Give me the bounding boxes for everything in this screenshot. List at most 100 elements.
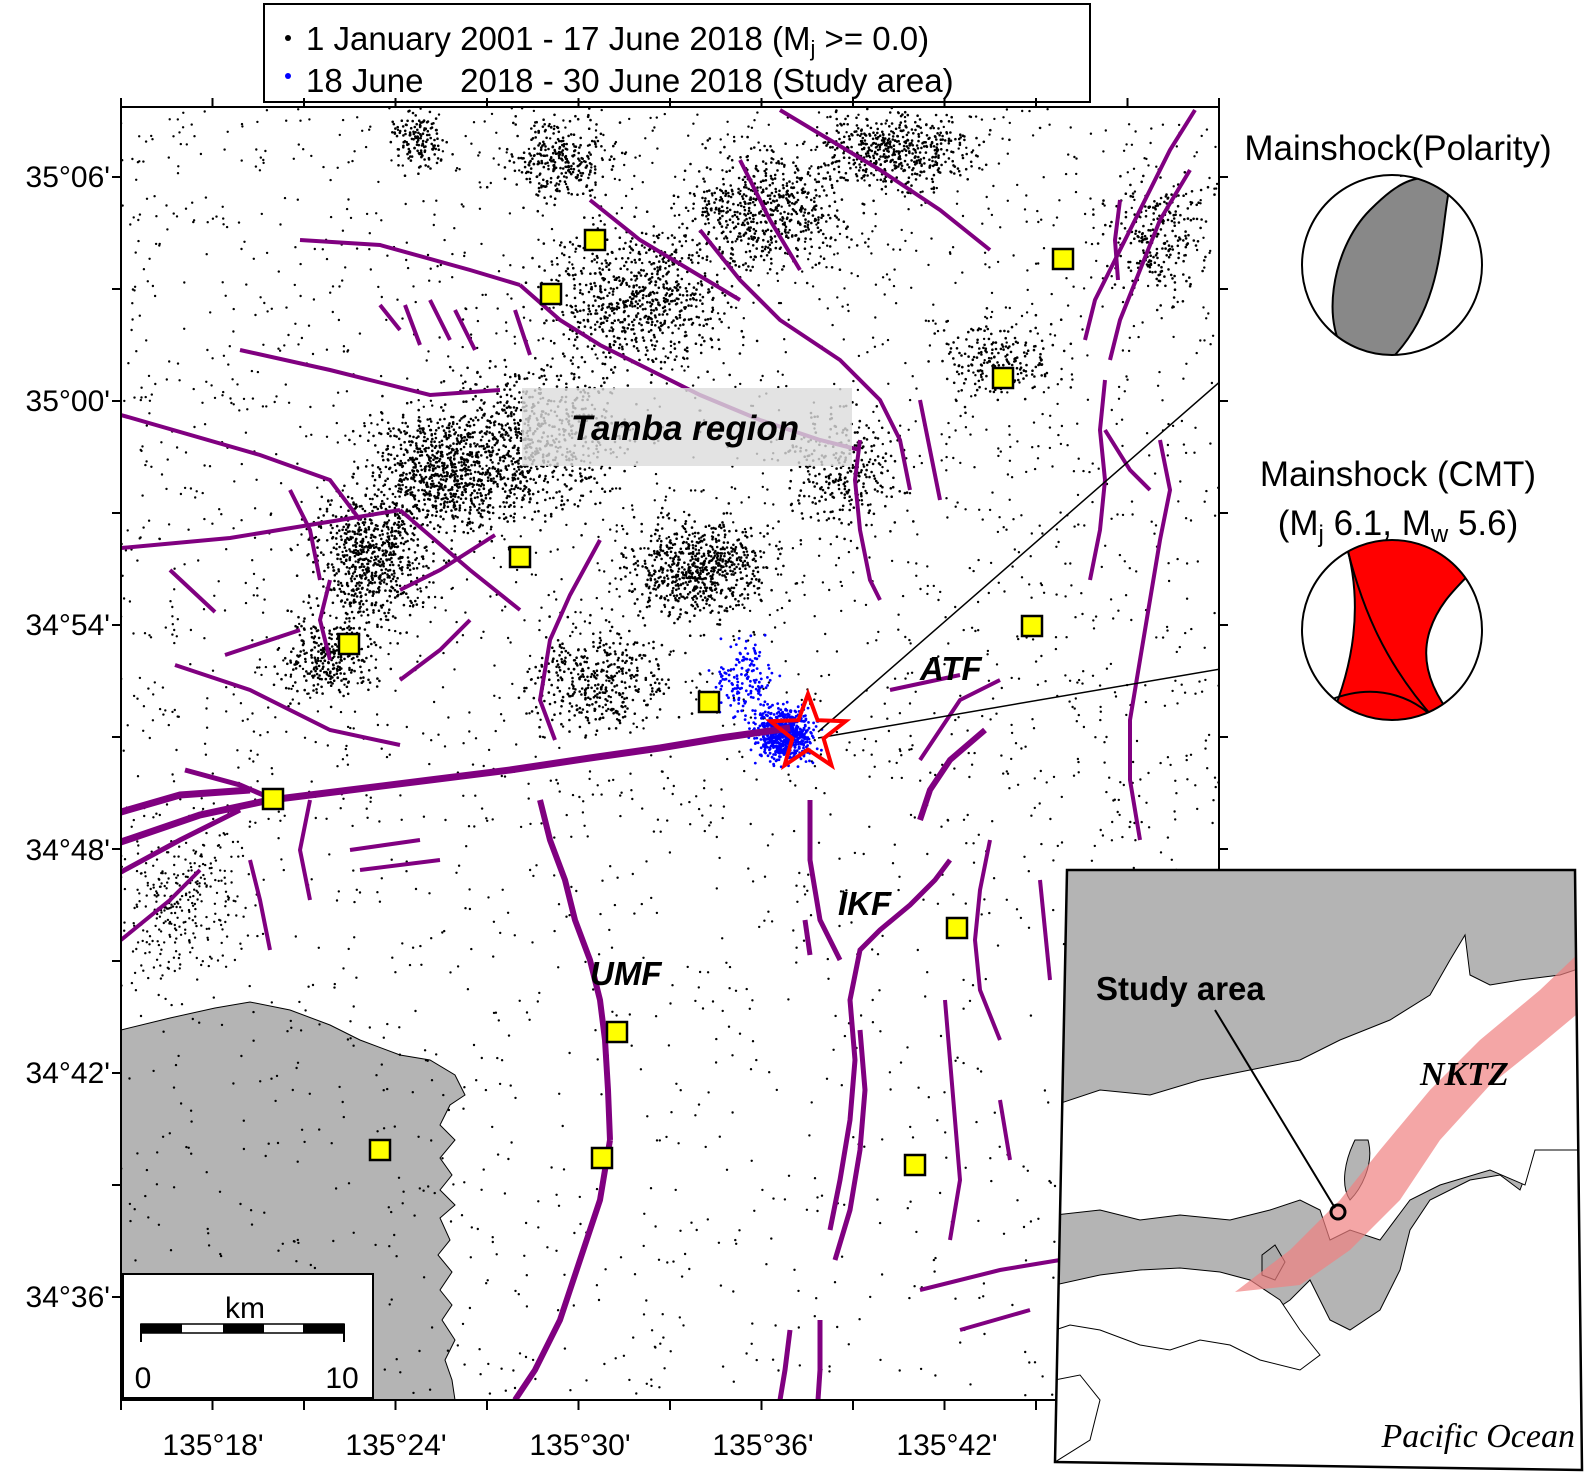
seismic-event <box>553 197 557 200</box>
seismic-event <box>849 166 852 170</box>
seismic-event <box>465 438 469 442</box>
seismic-event <box>635 573 639 577</box>
seismic-event <box>765 187 768 190</box>
seismic-event <box>775 161 778 165</box>
seismic-event <box>664 261 668 265</box>
seismic-event <box>656 529 659 532</box>
seismic-event <box>599 273 603 276</box>
seismic-event <box>621 659 624 663</box>
seismic-event <box>694 554 697 558</box>
seismic-event <box>577 157 580 160</box>
seismic-event <box>486 479 490 483</box>
seismic-event <box>674 584 678 587</box>
seismic-event <box>765 254 769 257</box>
seismic-event <box>689 162 692 166</box>
seismic-event <box>389 531 393 534</box>
seismic-event <box>1170 219 1174 223</box>
seismic-event <box>698 590 702 593</box>
seismic-event <box>1145 263 1149 266</box>
seismic-event <box>664 293 668 297</box>
seismic-event <box>725 564 728 568</box>
seismic-event <box>683 306 686 309</box>
seismic-event <box>833 167 836 171</box>
seismic-event <box>387 611 390 615</box>
seismic-event <box>322 553 325 557</box>
seismic-event <box>419 149 423 152</box>
seismic-event <box>554 141 558 145</box>
seismic-event <box>816 221 820 224</box>
seismic-event <box>480 509 484 512</box>
seismic-event <box>605 319 609 323</box>
seismic-event <box>383 571 387 575</box>
seismic-event <box>715 562 718 565</box>
seismic-event <box>716 583 720 586</box>
seismic-event <box>397 490 400 493</box>
seismic-event <box>758 212 761 215</box>
seismic-event <box>537 129 540 133</box>
seismic-event <box>738 212 742 215</box>
seismic-event <box>704 318 707 322</box>
seismic-event <box>660 610 663 613</box>
seismic-event <box>561 136 565 139</box>
seismic-event <box>559 166 562 170</box>
seismic-event <box>855 244 859 247</box>
seismic-event <box>1174 261 1178 265</box>
seismic-event <box>370 556 373 559</box>
seismic-event <box>463 458 467 461</box>
seismic-event <box>669 539 672 542</box>
seismic-event <box>655 555 658 559</box>
seismic-event <box>906 163 909 166</box>
seismic-event <box>354 503 358 506</box>
seismic-event <box>588 162 592 165</box>
seismic-event <box>638 258 641 261</box>
seismic-event <box>430 126 434 129</box>
seismic-event <box>421 601 425 604</box>
seismic-event <box>1171 229 1174 233</box>
seismic-event <box>359 533 363 536</box>
seismic-event <box>375 590 378 594</box>
seismic-event <box>679 583 683 586</box>
seismic-event <box>402 134 405 137</box>
seismic-event <box>632 323 635 327</box>
seismic-event <box>618 719 621 722</box>
seismic-event <box>752 227 756 231</box>
seismic-event <box>695 579 699 582</box>
seismic-event <box>410 137 414 141</box>
seismic-event <box>421 508 425 512</box>
seismic-event <box>706 217 710 221</box>
seismic-event <box>316 546 319 549</box>
seismic-event <box>696 577 700 580</box>
seismic-event <box>553 113 556 117</box>
seismic-event <box>615 301 619 305</box>
seismic-event <box>367 621 371 624</box>
seismic-event <box>401 415 405 419</box>
seismic-event <box>707 572 710 575</box>
seismic-event <box>641 719 645 722</box>
seismic-event <box>379 432 383 436</box>
seismic-event <box>695 251 699 254</box>
seismic-event <box>731 570 735 573</box>
seismic-event <box>778 189 781 193</box>
seismic-event <box>783 221 786 224</box>
seismic-event <box>573 284 576 287</box>
seismic-event <box>806 171 810 174</box>
seismic-event <box>922 156 926 160</box>
seismic-event <box>1187 233 1190 237</box>
seismic-event <box>621 277 625 280</box>
seismic-event <box>698 323 701 327</box>
seismic-event <box>714 560 718 563</box>
seismic-event <box>1110 220 1113 224</box>
seismic-event <box>740 593 744 596</box>
seismic-event <box>461 520 464 523</box>
seismic-event <box>377 548 381 552</box>
seismic-event <box>378 574 382 578</box>
seismic-event <box>690 526 694 529</box>
seismic-event <box>392 569 396 573</box>
seismic-event <box>402 478 406 481</box>
seismic-event <box>814 263 818 267</box>
seismic-event <box>524 281 528 285</box>
seismic-event <box>456 480 459 483</box>
seismic-event <box>680 277 684 281</box>
seismic-event <box>360 544 364 547</box>
seismic-event <box>409 524 413 528</box>
